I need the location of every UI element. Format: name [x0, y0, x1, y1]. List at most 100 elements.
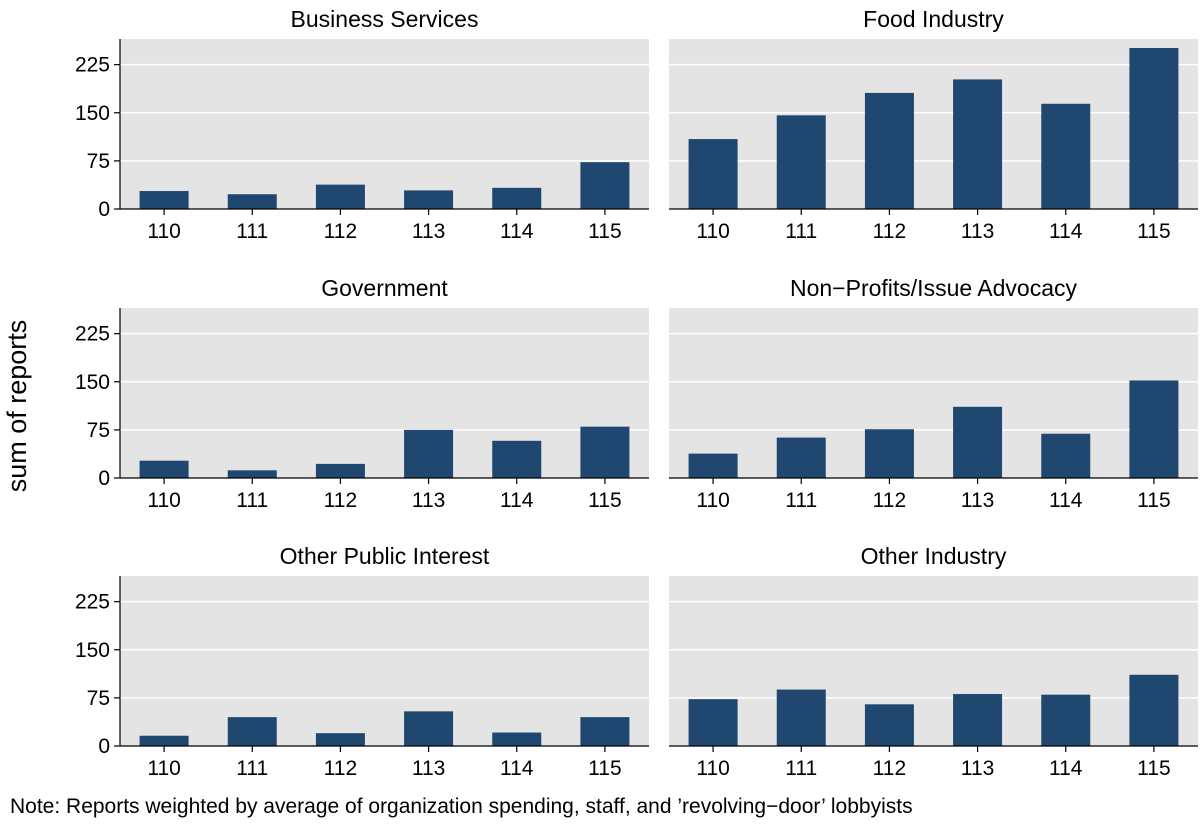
x-tick-label: 115: [1137, 757, 1170, 780]
bar: [776, 115, 826, 209]
bar: [580, 162, 630, 209]
bar: [315, 733, 365, 746]
y-tick-label: 75: [87, 687, 110, 710]
footnote: Note: Reports weighted by average of org…: [10, 795, 913, 818]
y-tick-label: 225: [75, 54, 110, 77]
panel-title: Other Industry: [861, 543, 1007, 569]
bar: [864, 429, 914, 478]
y-tick-label: 225: [75, 591, 110, 614]
x-tick-label: 112: [873, 220, 906, 243]
panel-background: [669, 576, 1198, 746]
x-tick-label: 110: [147, 757, 180, 780]
bar: [227, 717, 277, 746]
x-tick-label: 111: [236, 220, 268, 243]
bar: [776, 689, 826, 746]
bar: [776, 437, 826, 478]
bar: [404, 711, 454, 746]
bar: [404, 429, 454, 478]
bar: [1129, 674, 1179, 746]
x-tick-label: 112: [873, 489, 906, 512]
x-tick-label: 110: [696, 220, 729, 243]
y-tick-label: 0: [98, 467, 110, 490]
y-tick-label: 75: [87, 150, 110, 173]
bar: [139, 460, 189, 478]
panel-2: 110 111 112 113 114 115 Food Industry: [669, 6, 1198, 243]
bar: [688, 699, 738, 746]
panel-title: Other Public Interest: [280, 543, 490, 569]
x-tick-label: 110: [147, 220, 180, 243]
y-tick-label: 150: [75, 371, 110, 394]
bar: [1041, 103, 1091, 209]
bar: [1129, 47, 1179, 209]
bar: [492, 732, 542, 746]
x-tick-label: 111: [236, 757, 268, 780]
bar: [864, 92, 914, 209]
y-tick-label: 0: [98, 198, 110, 221]
y-tick-label: 150: [75, 639, 110, 662]
bar: [1041, 433, 1091, 478]
x-tick-label: 111: [785, 489, 817, 512]
y-axis-label: sum of reports: [2, 320, 32, 493]
x-tick-label: 114: [500, 220, 534, 243]
panel-1: 110 111 112 113 114 115 0 75 150 225 Business Serv…: [75, 6, 649, 243]
bar: [227, 194, 277, 209]
y-tick-label: 0: [98, 735, 110, 758]
bar: [492, 440, 542, 478]
x-tick-label: 115: [1137, 489, 1170, 512]
x-tick-label: 110: [696, 489, 729, 512]
x-tick-label: 114: [1049, 220, 1083, 243]
bar: [580, 717, 630, 746]
y-tick-label: 150: [75, 102, 110, 125]
x-tick-label: 113: [961, 489, 994, 512]
x-tick-label: 115: [588, 220, 621, 243]
bar: [953, 79, 1003, 209]
panel-background: [120, 39, 649, 209]
x-tick-label: 113: [412, 220, 445, 243]
x-tick-label: 113: [412, 489, 445, 512]
bar: [227, 470, 277, 478]
x-tick-label: 115: [1137, 220, 1170, 243]
bar: [580, 426, 630, 478]
x-tick-label: 110: [147, 489, 180, 512]
x-tick-label: 113: [961, 757, 994, 780]
bar: [139, 191, 189, 209]
bar: [953, 694, 1003, 746]
panel-background: [669, 308, 1198, 478]
x-tick-label: 112: [324, 757, 357, 780]
x-tick-label: 113: [412, 757, 445, 780]
x-tick-label: 111: [785, 757, 817, 780]
panel-title: Business Services: [291, 6, 479, 32]
bar: [492, 187, 542, 209]
bar: [953, 406, 1003, 478]
panel-5: 110 111 112 113 114 115 0 75 150 225 Other Public …: [75, 543, 649, 780]
bar: [139, 735, 189, 746]
x-tick-label: 112: [324, 220, 357, 243]
bar: [315, 184, 365, 209]
y-tick-label: 75: [87, 419, 110, 442]
panel-4: 110 111 112 113 114 115 Non−Profits/Issue Advo…: [669, 275, 1198, 512]
bar: [404, 190, 454, 209]
bar: [864, 704, 914, 746]
x-tick-label: 114: [1049, 489, 1083, 512]
bar: [1041, 694, 1091, 746]
bar: [1129, 380, 1179, 478]
panel-background: [120, 308, 649, 478]
panel-background: [120, 576, 649, 746]
panel-6: 110 111 112 113 114 115 Other Industry: [669, 543, 1198, 780]
bar: [315, 463, 365, 478]
panel-3: 110 111 112 113 114 115 0 75 150 225 Government: [75, 275, 649, 512]
x-tick-label: 112: [873, 757, 906, 780]
panel-title: Food Industry: [863, 6, 1004, 32]
x-tick-label: 110: [696, 757, 729, 780]
x-tick-label: 114: [500, 489, 534, 512]
x-tick-label: 111: [785, 220, 817, 243]
x-tick-label: 114: [1049, 757, 1083, 780]
panel-background: [669, 39, 1198, 209]
panel-title: Government: [321, 275, 448, 301]
y-tick-label: 225: [75, 323, 110, 346]
x-tick-label: 112: [324, 489, 357, 512]
x-tick-label: 115: [588, 757, 621, 780]
x-tick-label: 114: [500, 757, 534, 780]
